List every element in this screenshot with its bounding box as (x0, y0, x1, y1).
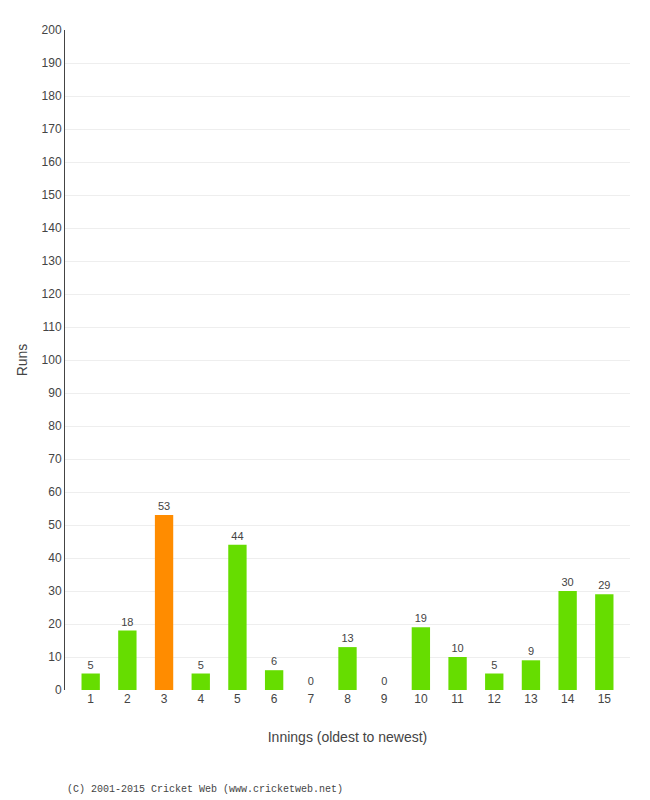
svg-text:9: 9 (528, 645, 534, 657)
svg-text:10: 10 (414, 692, 428, 706)
svg-text:4: 4 (197, 692, 204, 706)
svg-text:180: 180 (42, 89, 62, 103)
svg-text:2: 2 (124, 692, 131, 706)
svg-text:12: 12 (488, 692, 502, 706)
svg-text:70: 70 (48, 452, 62, 466)
svg-text:110: 110 (42, 320, 61, 334)
svg-text:160: 160 (42, 155, 62, 169)
svg-text:53: 53 (158, 500, 170, 512)
svg-text:8: 8 (344, 692, 351, 706)
svg-text:0: 0 (381, 675, 387, 687)
svg-text:7: 7 (307, 692, 314, 706)
svg-text:15: 15 (598, 692, 612, 706)
svg-text:120: 120 (42, 287, 62, 301)
svg-text:5: 5 (198, 659, 204, 671)
svg-text:200: 200 (42, 23, 62, 37)
svg-text:14: 14 (561, 692, 575, 706)
svg-text:50: 50 (48, 518, 62, 532)
svg-text:Innings (oldest to newest): Innings (oldest to newest) (268, 729, 428, 745)
svg-text:90: 90 (48, 386, 62, 400)
svg-text:13: 13 (341, 632, 353, 644)
svg-text:5: 5 (88, 659, 94, 671)
svg-text:18: 18 (121, 616, 133, 628)
svg-text:Runs: Runs (14, 344, 30, 377)
svg-text:40: 40 (48, 551, 62, 565)
svg-text:130: 130 (42, 254, 62, 268)
svg-text:60: 60 (48, 485, 62, 499)
svg-text:44: 44 (231, 530, 243, 542)
svg-text:30: 30 (48, 584, 62, 598)
svg-text:150: 150 (42, 188, 62, 202)
svg-text:19: 19 (415, 612, 427, 624)
svg-text:6: 6 (271, 655, 277, 667)
svg-text:3: 3 (161, 692, 168, 706)
svg-text:13: 13 (524, 692, 538, 706)
svg-text:100: 100 (42, 353, 62, 367)
svg-text:5: 5 (234, 692, 241, 706)
svg-text:9: 9 (381, 692, 388, 706)
svg-text:10: 10 (451, 642, 463, 654)
svg-text:1: 1 (87, 692, 94, 706)
svg-text:0: 0 (55, 683, 62, 697)
svg-text:11: 11 (451, 692, 464, 706)
svg-text:5: 5 (491, 659, 497, 671)
svg-text:6: 6 (271, 692, 278, 706)
svg-text:10: 10 (48, 650, 62, 664)
svg-text:80: 80 (48, 419, 62, 433)
svg-text:190: 190 (42, 56, 62, 70)
svg-text:29: 29 (598, 579, 610, 591)
svg-text:140: 140 (42, 221, 62, 235)
svg-text:30: 30 (562, 576, 574, 588)
svg-text:170: 170 (42, 122, 62, 136)
svg-text:(C) 2001-2015 Cricket Web (www: (C) 2001-2015 Cricket Web (www.cricketwe… (67, 784, 343, 795)
svg-text:0: 0 (308, 675, 314, 687)
svg-text:20: 20 (48, 617, 62, 631)
